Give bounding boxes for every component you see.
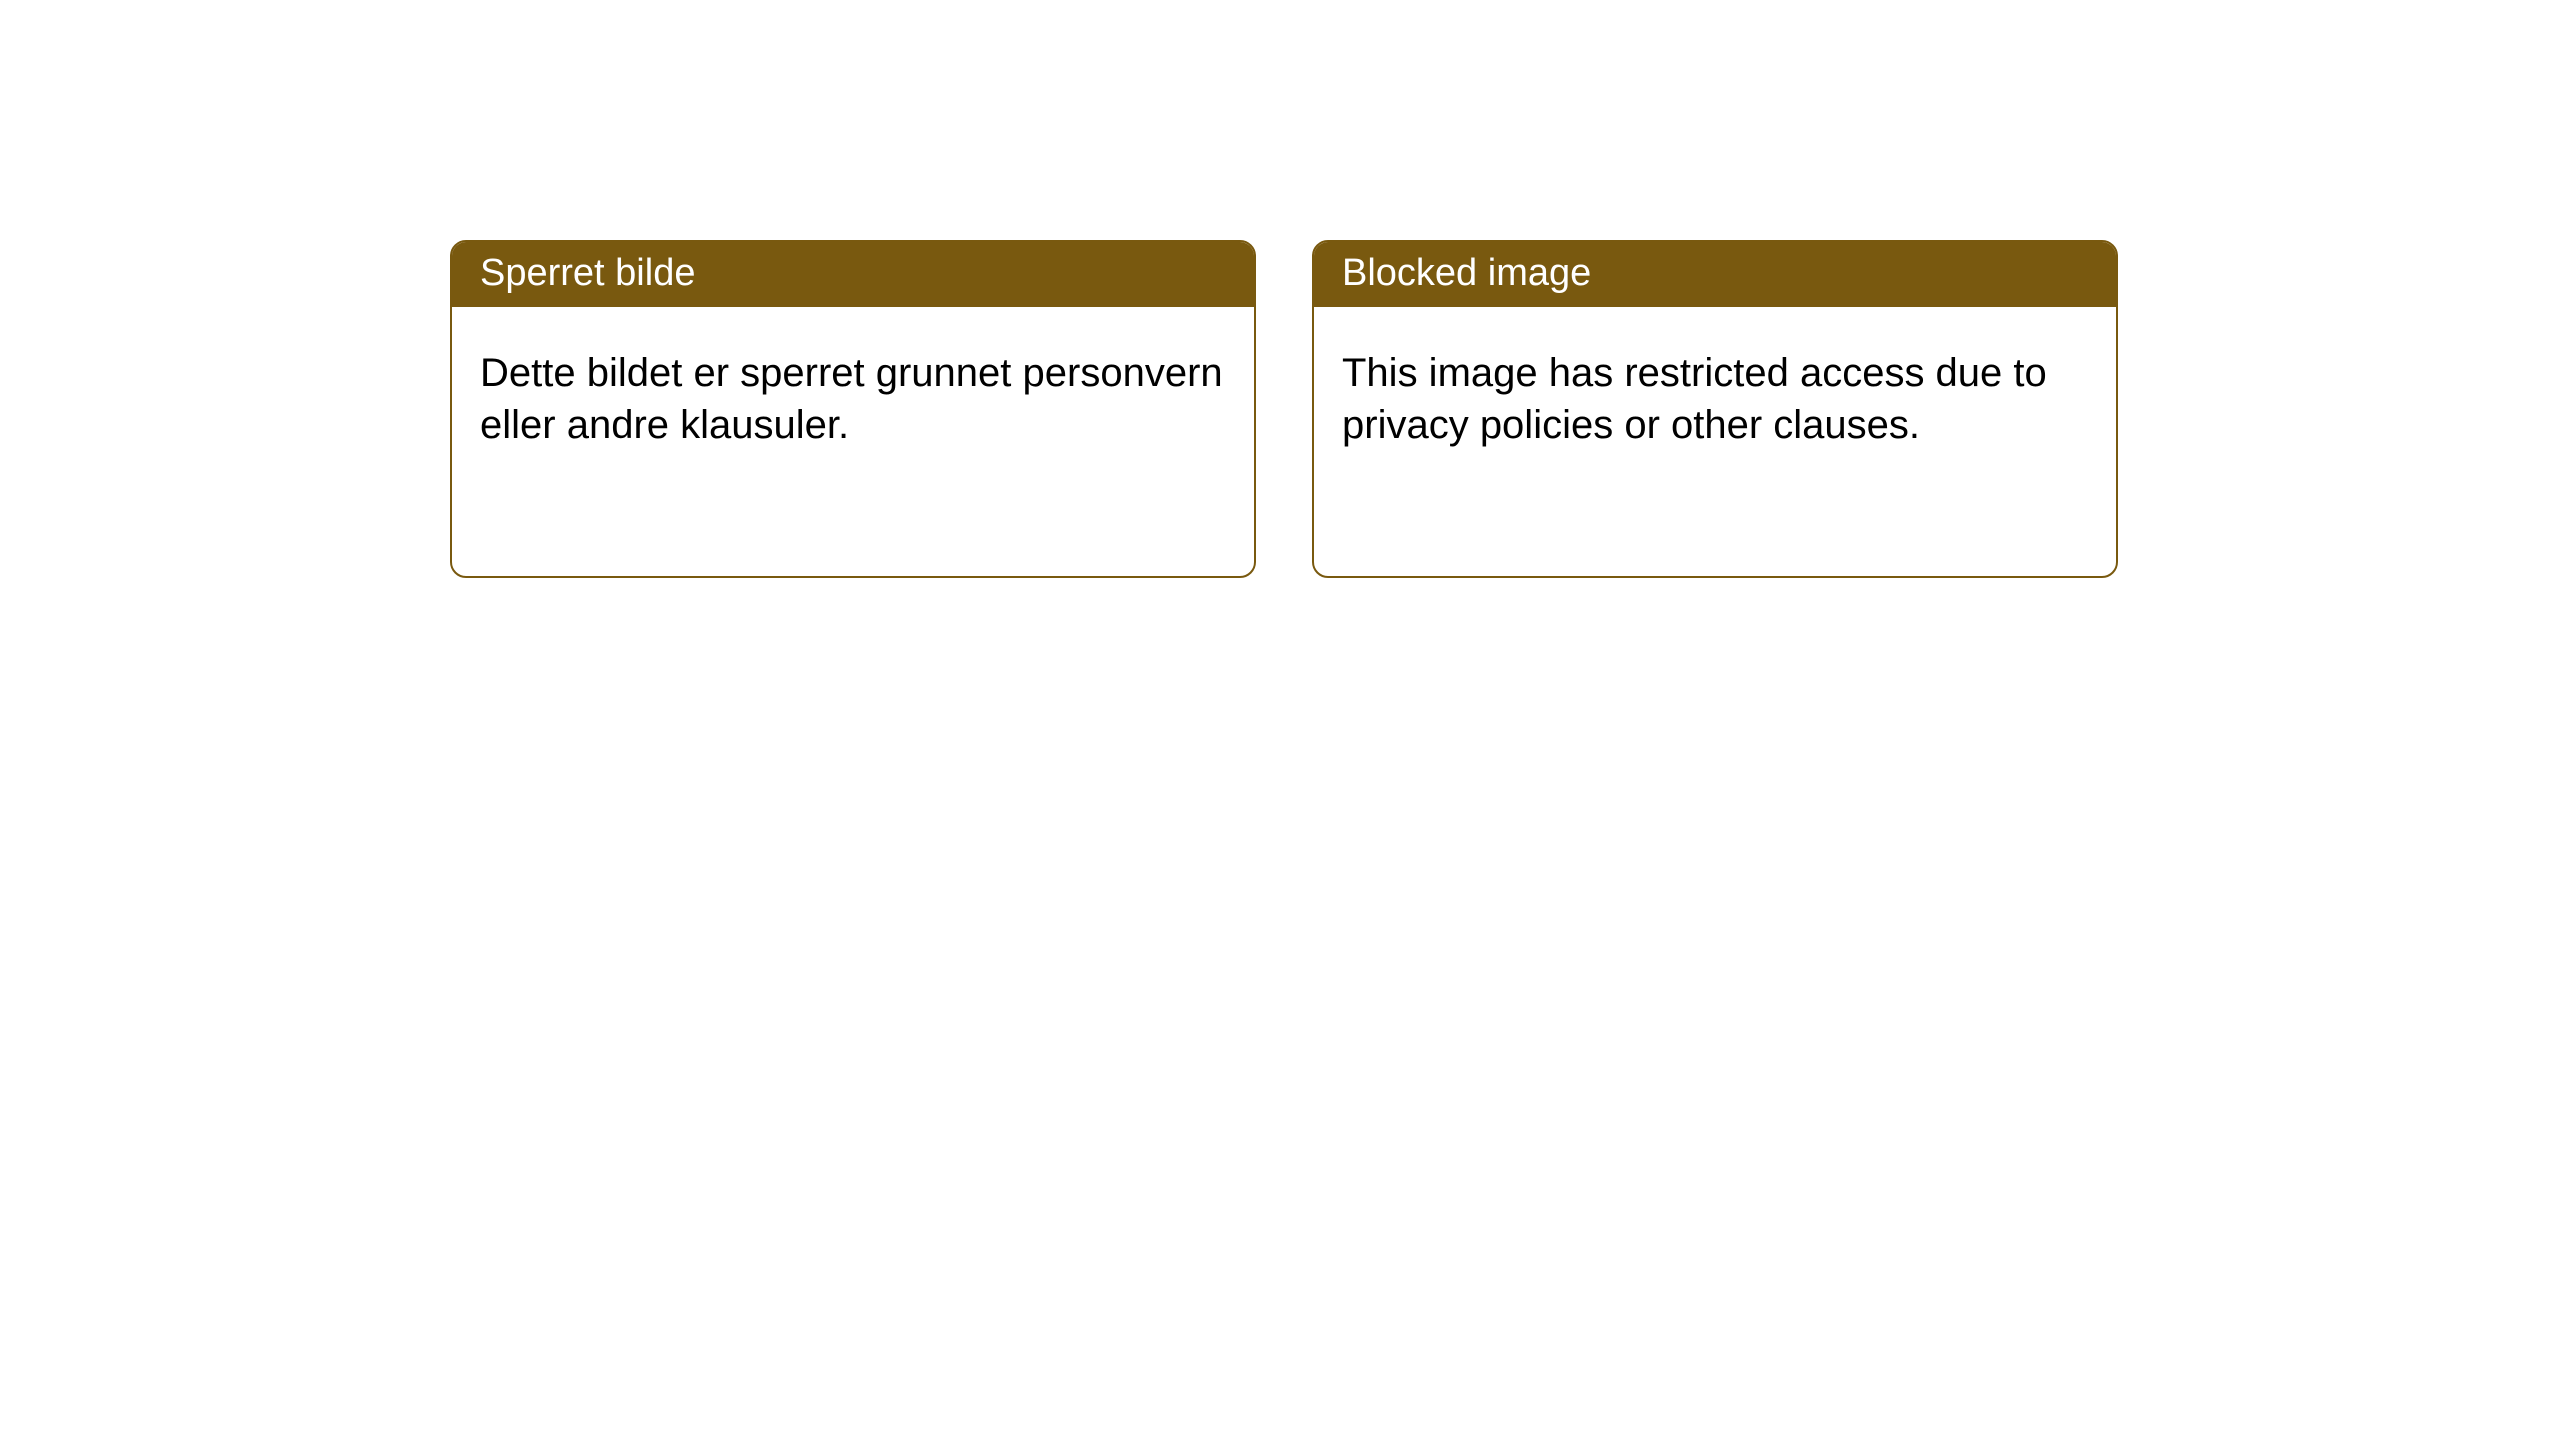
blocked-image-card-no: Sperret bilde Dette bildet er sperret gr… (450, 240, 1256, 578)
card-text-en: This image has restricted access due to … (1342, 351, 2047, 447)
blocked-image-card-en: Blocked image This image has restricted … (1312, 240, 2118, 578)
card-body-no: Dette bildet er sperret grunnet personve… (452, 307, 1254, 491)
card-header-en: Blocked image (1314, 242, 2116, 307)
notice-container: Sperret bilde Dette bildet er sperret gr… (450, 240, 2118, 578)
card-title-en: Blocked image (1342, 252, 1591, 294)
card-body-en: This image has restricted access due to … (1314, 307, 2116, 491)
card-text-no: Dette bildet er sperret grunnet personve… (480, 351, 1223, 447)
card-header-no: Sperret bilde (452, 242, 1254, 307)
card-title-no: Sperret bilde (480, 252, 695, 294)
